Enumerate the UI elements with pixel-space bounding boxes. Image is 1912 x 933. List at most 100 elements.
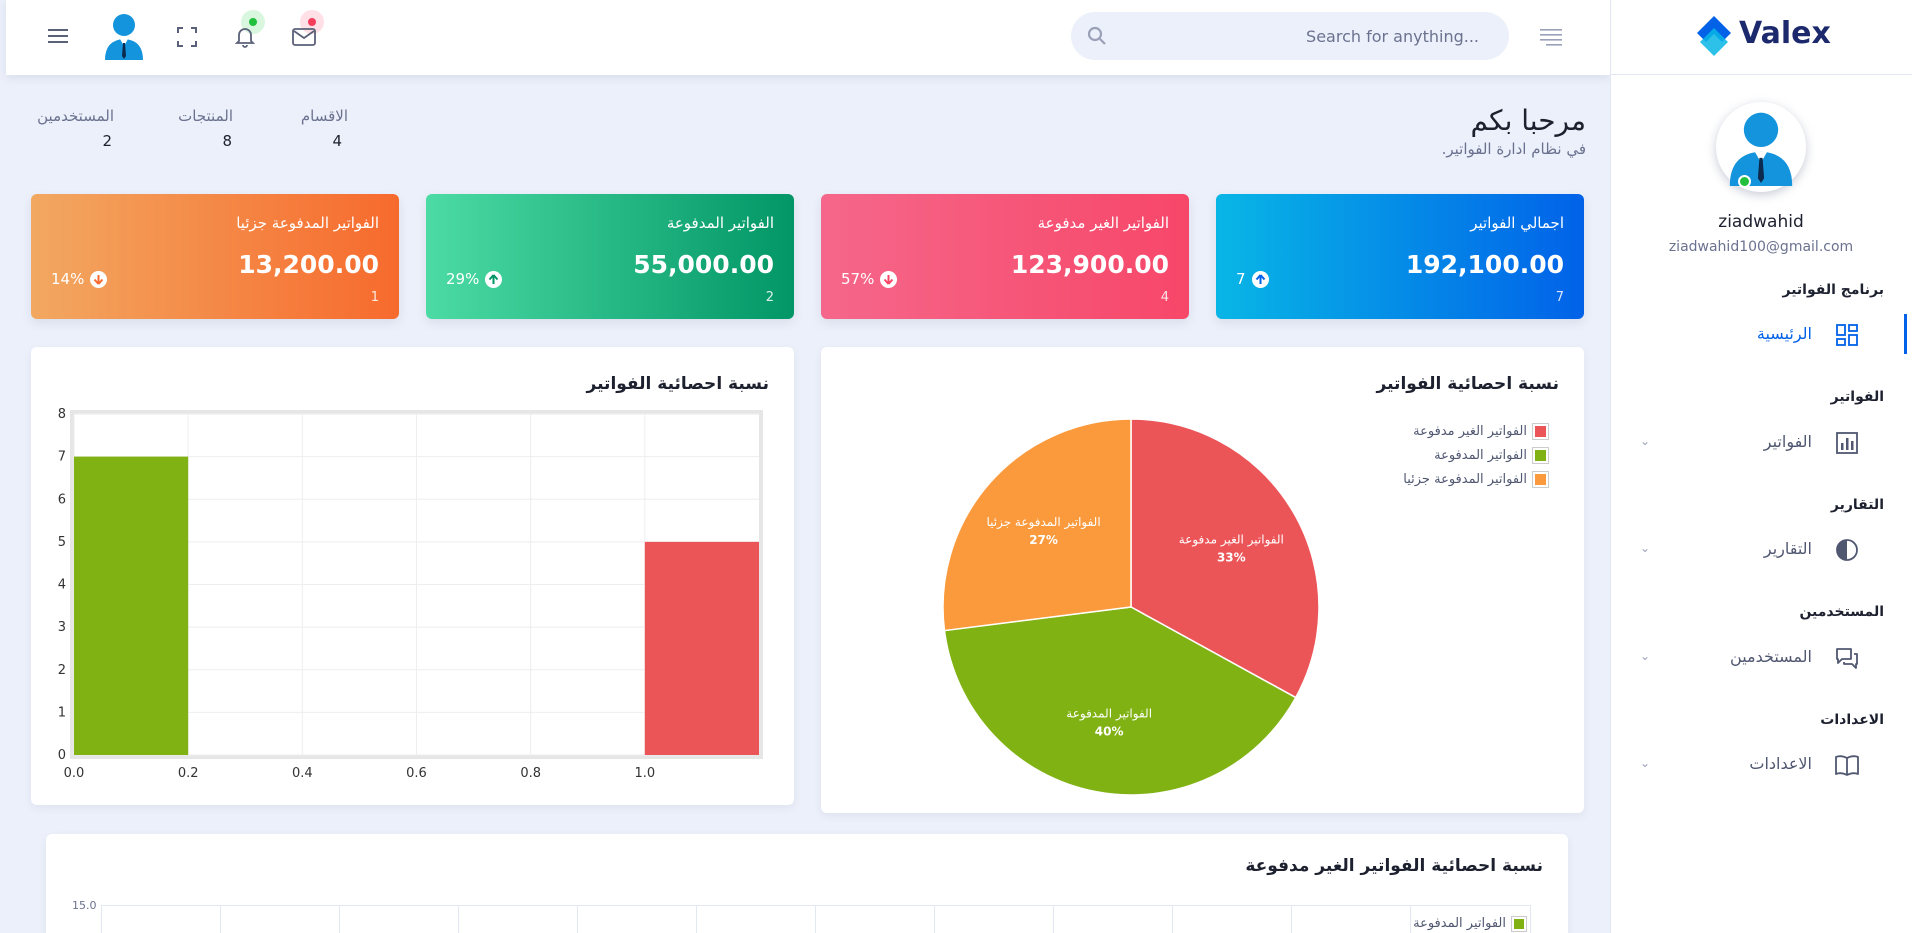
- section-title-settings: الاعدادات: [1820, 712, 1884, 728]
- search-placeholder: Search for anything...: [1306, 27, 1479, 46]
- card-amount: 192,100.00: [1405, 250, 1564, 279]
- pie-chart: الفواتير الغير مدفوعة 33% الفواتير المدفوع…: [942, 418, 1320, 796]
- stat-card: الفواتير الغير مدفوعة 123,900.00 4 57%: [821, 194, 1189, 319]
- pie-slice[interactable]: [943, 606, 1297, 796]
- menu-toggle-icon[interactable]: [46, 26, 70, 46]
- bell-icon[interactable]: [233, 24, 257, 48]
- card-count: 7: [1555, 290, 1564, 305]
- book-icon: [1835, 755, 1859, 776]
- stat-card: اجمالي الفواتير 192,100.00 7 7: [1216, 194, 1584, 319]
- legend-swatch: [1532, 447, 1549, 464]
- chat-icon: [1836, 648, 1858, 669]
- pie-slice-value: 40%: [1095, 724, 1124, 738]
- brand-logo[interactable]: Valex: [1693, 14, 1831, 60]
- stat-card: الفواتير المدفوعة 55,000.00 2 29%: [426, 194, 794, 319]
- sidebar-item-home[interactable]: الرئيسية: [1640, 314, 1880, 354]
- bar[interactable]: [74, 456, 189, 755]
- arrow-up-circle-icon: [485, 270, 503, 288]
- bar-chart-panel: نسبة احصائية الفواتير 0 1 2 3 4 5 6 7 8 0.0 0.2 0.4…: [31, 347, 794, 805]
- y-axis-tick: 15.0: [72, 899, 97, 912]
- search-icon: [1087, 26, 1106, 45]
- y-tick-label: 8: [58, 407, 66, 422]
- pie-slice[interactable]: [1130, 418, 1320, 699]
- unpaid-chart-area: [101, 905, 1531, 933]
- section-title-reports: التقارير: [1830, 497, 1884, 513]
- sidebar-item-label: المستخدمين: [1730, 647, 1812, 666]
- card-change-value: 7: [1236, 270, 1246, 288]
- stat-departments: الاقسام: [301, 107, 348, 125]
- search-input[interactable]: Search for anything...: [1071, 12, 1509, 60]
- sidebar-item-label: الفواتير: [1763, 432, 1812, 451]
- online-status-dot: [1738, 175, 1751, 188]
- sidebar-item-users[interactable]: المستخدمين ⌄: [1640, 637, 1880, 677]
- sidebar-item-label: التقارير: [1763, 539, 1812, 558]
- align-right-icon[interactable]: [1538, 26, 1564, 48]
- brand-name: Valex: [1739, 16, 1831, 51]
- stat-value: 2: [102, 132, 112, 150]
- bar-chart-icon: [1836, 432, 1858, 454]
- arrow-up-circle-icon: [1251, 270, 1269, 288]
- profile-name: ziadwahid: [1718, 212, 1804, 232]
- card-count: 4: [1160, 290, 1169, 305]
- profile-avatar[interactable]: [1716, 102, 1806, 192]
- y-tick-label: 2: [58, 663, 66, 678]
- card-change: 29%: [446, 270, 503, 288]
- valex-logo-icon: [1697, 16, 1731, 56]
- legend-item[interactable]: الفواتير المدفوعة: [1434, 447, 1549, 464]
- card-change: 14%: [51, 270, 108, 288]
- card-change-value: 14%: [51, 270, 85, 288]
- legend-swatch: [1532, 423, 1549, 440]
- header-avatar[interactable]: [101, 10, 147, 60]
- legend-item[interactable]: الفواتير المدفوعة جزئيا: [1403, 471, 1549, 488]
- legend-label: الفواتير المدفوعة: [1413, 916, 1506, 931]
- pie-slice-value: 27%: [1029, 533, 1058, 547]
- card-amount: 55,000.00: [633, 250, 774, 279]
- card-amount: 13,200.00: [238, 250, 379, 279]
- y-tick-label: 0: [58, 748, 66, 763]
- bar-chart: 0 1 2 3 4 5 6 7 8 0.0 0.2 0.4 0.6 0.8 1.0: [58, 407, 763, 781]
- y-tick-label: 5: [58, 535, 66, 550]
- y-tick-label: 4: [58, 578, 66, 593]
- stat-products: المنتجات: [178, 107, 233, 125]
- x-tick-label: 1.0: [634, 766, 655, 781]
- sidebar-item-reports[interactable]: التقارير ⌄: [1640, 529, 1880, 569]
- card-title: الفواتير المدفوعة: [666, 214, 774, 232]
- card-change-value: 29%: [446, 270, 480, 288]
- sidebar-brand-bar: [1611, 0, 1912, 75]
- card-amount: 123,900.00: [1010, 250, 1169, 279]
- sidebar-item-settings[interactable]: الاعدادات ⌄: [1640, 744, 1880, 784]
- stat-label: المستخدمين: [37, 107, 114, 125]
- active-indicator: [1904, 314, 1907, 354]
- legend-label: الفواتير الغير مدفوعة: [1413, 424, 1527, 439]
- card-count: 1: [370, 290, 379, 305]
- section-title-invoices: الفواتير: [1830, 389, 1884, 405]
- mail-icon[interactable]: [291, 26, 317, 48]
- dashboard-icon: [1836, 324, 1858, 346]
- chevron-down-icon: ⌄: [1640, 649, 1651, 663]
- card-count: 2: [765, 290, 774, 305]
- sidebar-item-invoices[interactable]: الفواتير ⌄: [1640, 422, 1880, 462]
- pie-chart-title: نسبة احصائية الفواتير: [1376, 374, 1559, 394]
- card-change-value: 57%: [841, 270, 875, 288]
- pie-slice-label: الفواتير المدفوعة: [1066, 706, 1152, 721]
- bar-chart-title: نسبة احصائية الفواتير: [586, 374, 769, 394]
- notification-badge: [241, 10, 265, 34]
- pie-slice[interactable]: [942, 418, 1132, 632]
- y-tick-label: 3: [58, 620, 66, 635]
- y-tick-label: 1: [58, 705, 66, 720]
- page-subtitle: في نظام ادارة الفواتير.: [1441, 140, 1586, 158]
- sidebar-item-label: الاعدادات: [1749, 754, 1812, 773]
- card-change: 7: [1236, 270, 1269, 288]
- fullscreen-icon[interactable]: [176, 26, 198, 48]
- arrow-down-circle-icon: [880, 270, 898, 288]
- user-avatar-icon: [1729, 112, 1793, 186]
- x-tick-label: 0.6: [406, 766, 427, 781]
- y-tick-label: 7: [58, 450, 66, 465]
- pie-slice-label: الفواتير الغير مدفوعة: [1179, 533, 1284, 548]
- bar[interactable]: [644, 541, 759, 755]
- arrow-down-circle-icon: [90, 270, 108, 288]
- legend-item[interactable]: الفواتير الغير مدفوعة: [1413, 423, 1549, 440]
- profile-email: ziadwahid100@gmail.com: [1668, 239, 1854, 255]
- y-tick-label: 6: [58, 492, 66, 507]
- chevron-down-icon: ⌄: [1640, 541, 1651, 555]
